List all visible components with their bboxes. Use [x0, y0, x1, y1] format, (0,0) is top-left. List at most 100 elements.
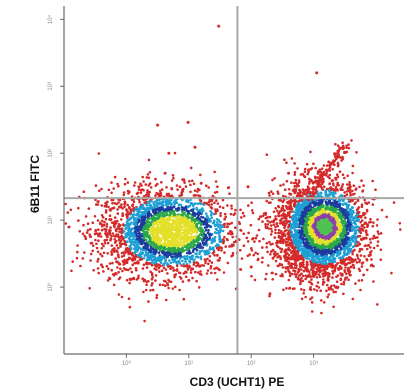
population-event	[118, 206, 122, 209]
population-event	[294, 188, 298, 191]
population-event	[154, 231, 158, 235]
population-event	[390, 271, 393, 275]
population-event	[268, 215, 272, 219]
population-event	[188, 256, 191, 259]
population-event	[121, 269, 124, 273]
population-event	[238, 238, 241, 241]
population-event	[213, 254, 216, 257]
population-event	[107, 267, 110, 271]
population-event	[206, 257, 209, 261]
population-event	[189, 244, 192, 248]
population-event	[192, 241, 196, 244]
population-event	[104, 209, 108, 212]
population-event	[215, 199, 218, 202]
population-event	[207, 228, 210, 232]
population-event	[325, 164, 329, 167]
population-event	[344, 266, 347, 269]
population-event	[173, 202, 176, 206]
population-event	[135, 278, 139, 281]
population-event	[379, 232, 383, 235]
population-event	[317, 286, 321, 289]
population-event	[299, 278, 302, 282]
population-event	[170, 214, 174, 217]
population-event	[297, 199, 301, 203]
population-event	[255, 234, 259, 237]
population-event	[100, 228, 104, 232]
population-event	[315, 284, 319, 288]
population-event	[180, 240, 183, 243]
population-event	[169, 252, 173, 256]
population-event	[120, 255, 124, 258]
population-event	[196, 202, 200, 206]
population-event	[204, 252, 207, 256]
population-event	[300, 272, 303, 276]
population-event	[330, 215, 333, 219]
population-event	[212, 250, 216, 254]
population-event	[355, 187, 358, 190]
population-event	[171, 234, 175, 238]
population-event	[170, 231, 173, 235]
population-event	[149, 186, 153, 189]
population-event	[130, 216, 133, 219]
population-event	[77, 219, 80, 222]
population-event	[210, 216, 213, 219]
population-event	[347, 266, 350, 270]
population-event	[167, 242, 170, 245]
population-event	[289, 256, 292, 260]
population-event	[115, 249, 118, 252]
population-event	[151, 234, 155, 238]
population-event	[226, 204, 229, 207]
population-event	[180, 193, 184, 196]
population-event	[271, 278, 275, 281]
population-event	[161, 256, 164, 260]
population-event	[343, 191, 346, 194]
population-event	[123, 258, 126, 262]
population-event	[100, 219, 104, 223]
population-event	[223, 235, 226, 239]
population-event	[156, 205, 159, 208]
population-event	[64, 202, 67, 206]
population-event	[334, 178, 338, 181]
population-event	[372, 221, 375, 224]
population-event	[144, 193, 148, 197]
population-event	[165, 193, 169, 196]
population-event	[153, 219, 157, 222]
population-event	[64, 222, 68, 225]
population-event	[124, 243, 128, 247]
population-event	[113, 238, 116, 241]
population-event	[149, 213, 152, 216]
population-event	[349, 185, 352, 189]
population-event	[100, 225, 104, 228]
population-event	[115, 260, 118, 264]
population-event	[276, 209, 279, 213]
population-event	[145, 261, 148, 264]
population-event	[339, 212, 343, 215]
population-event	[116, 208, 119, 211]
population-event	[125, 278, 129, 282]
population-event	[198, 221, 202, 224]
population-event	[186, 233, 189, 236]
population-event	[228, 192, 231, 195]
population-event	[216, 185, 219, 188]
population-event	[89, 227, 92, 231]
population-event	[221, 198, 225, 202]
population-event	[114, 222, 118, 225]
population-event	[178, 214, 181, 218]
population-event	[121, 214, 124, 217]
population-event	[142, 257, 146, 260]
population-event	[131, 254, 134, 257]
population-event	[92, 269, 95, 272]
population-event	[143, 254, 147, 257]
population-event	[155, 246, 158, 250]
population-event	[315, 276, 319, 279]
population-event	[125, 247, 129, 250]
population-event	[306, 185, 310, 188]
population-event	[343, 237, 347, 240]
population-event	[205, 219, 209, 222]
population-event	[183, 181, 186, 184]
population-event	[114, 257, 117, 260]
population-event	[196, 240, 199, 243]
population-event	[113, 175, 117, 179]
population-event	[163, 225, 167, 228]
